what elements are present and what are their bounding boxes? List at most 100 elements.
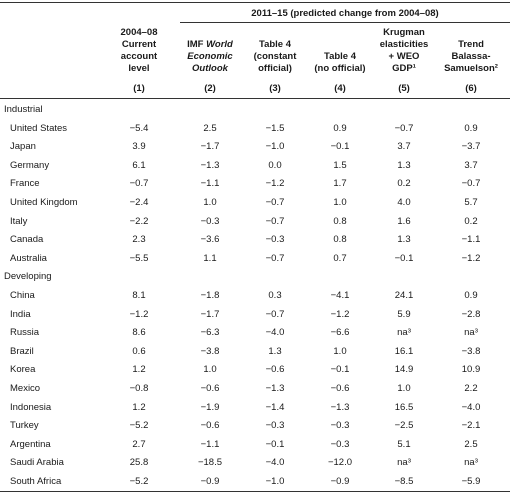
table-cell: −1.0 — [265, 141, 285, 153]
table-cell: −0.3 — [330, 438, 350, 450]
table-cell: 0.6 — [132, 345, 146, 357]
table-cell: −1.3 — [265, 383, 285, 394]
row-country: China — [10, 290, 35, 301]
table-cell: −0.7 — [265, 252, 285, 264]
table-cell: −0.7 — [129, 178, 149, 190]
column-header-line: official) — [258, 63, 292, 74]
table-cell: −3.8 — [200, 345, 220, 357]
column-header-line: Table 4 — [258, 39, 292, 50]
table-cell: −5.2 — [129, 420, 149, 432]
table-cell: −0.6 — [265, 364, 285, 376]
table-cell: −1.2 — [461, 252, 481, 264]
column-header-line: IMF World — [187, 39, 233, 50]
column-header-line: GDP¹ — [392, 63, 416, 74]
table-cell: −1.3 — [200, 159, 220, 171]
table-cell: 2.7 — [132, 438, 146, 450]
row-country: United Kingdom — [10, 197, 78, 208]
table-cell: 1.0 — [333, 197, 347, 208]
section-label: Industrial — [4, 104, 43, 115]
table-cell: −0.1 — [330, 364, 350, 376]
row-country: Australia — [10, 252, 47, 264]
table-cell: −0.6 — [330, 383, 350, 394]
table-cell: 1.6 — [397, 215, 411, 227]
column-number: (3) — [269, 83, 281, 94]
table-cell: −1.2 — [330, 308, 350, 320]
table-cell: −1.2 — [265, 178, 285, 190]
table-cell: −0.3 — [200, 215, 220, 227]
table-cell: 0.8 — [333, 234, 347, 246]
table-cell: −0.8 — [129, 383, 149, 394]
column-header-line: Balassa- — [451, 51, 491, 62]
table-cell: −0.6 — [200, 383, 220, 394]
table-cell: −2.5 — [394, 420, 414, 432]
row-country: Turkey — [10, 420, 39, 432]
table-cell: −0.6 — [200, 420, 220, 432]
table-cell: −12.0 — [327, 457, 353, 469]
table-cell: 1.2 — [132, 364, 146, 376]
row-country: France — [10, 178, 40, 190]
table-cell: −3.6 — [200, 234, 220, 246]
column-number: (5) — [398, 83, 410, 94]
table-cell: −6.6 — [330, 327, 350, 339]
column-number: (2) — [204, 83, 216, 94]
table-cell: −0.9 — [330, 476, 350, 487]
table-cell: 2.5 — [464, 438, 478, 450]
row-country: Brazil — [10, 345, 34, 357]
column-header-line: account — [120, 51, 158, 62]
table-cell: 5.1 — [397, 438, 411, 450]
table-cell: −1.1 — [200, 178, 220, 190]
table-cell: −2.4 — [129, 197, 149, 208]
table-cell: −1.3 — [330, 401, 350, 413]
table-cell: −3.7 — [461, 141, 481, 153]
span-underline — [180, 22, 510, 23]
table-cell: 1.3 — [397, 234, 411, 246]
table-cell: −0.3 — [265, 420, 285, 432]
column-header-line: Trend — [458, 39, 484, 50]
table-cell: −4.0 — [461, 401, 481, 413]
table-cell: −1.7 — [200, 141, 220, 153]
row-country: Russia — [10, 327, 40, 339]
column-header-line: Outlook — [192, 63, 228, 74]
top-rule — [0, 2, 510, 3]
table-cell: −3.8 — [461, 345, 481, 357]
column-header-line: level — [128, 63, 150, 74]
table-cell: −1.8 — [200, 290, 220, 301]
table-cell: −2.1 — [461, 420, 481, 432]
table-cell: −0.7 — [265, 308, 285, 320]
table-cell: −6.3 — [200, 327, 220, 339]
row-country: Argentina — [10, 438, 51, 450]
header-bottom-rule — [0, 98, 510, 99]
row-country: Mexico — [10, 383, 41, 394]
table-cell: 1.3 — [397, 159, 411, 171]
table-cell: 16.1 — [394, 345, 414, 357]
table-cell: na³ — [464, 327, 478, 339]
table-cell: −2.2 — [129, 215, 149, 227]
table-cell: 25.8 — [129, 457, 149, 469]
row-country: Japan — [10, 141, 36, 153]
table-cell: 1.3 — [268, 345, 282, 357]
table-cell: −1.2 — [129, 308, 149, 320]
table-cell: −1.1 — [200, 438, 220, 450]
table-cell: 0.9 — [464, 122, 478, 134]
span-title: 2011–15 (predicted change from 2004–08) — [251, 8, 439, 19]
table-cell: −0.1 — [330, 141, 350, 153]
column-header-line: (constant — [253, 51, 297, 62]
table-cell: −1.4 — [265, 401, 285, 413]
row-country: Indonesia — [10, 401, 52, 413]
table-cell: −8.5 — [394, 476, 414, 487]
table-cell: −5.4 — [129, 122, 149, 134]
table-cell: 5.7 — [464, 197, 478, 208]
table-cell: 24.1 — [394, 290, 414, 301]
table-cell: −1.9 — [200, 401, 220, 413]
table-cell: 3.7 — [397, 141, 411, 153]
table-cell: −1.1 — [461, 234, 481, 246]
row-country: South Africa — [10, 476, 62, 487]
table-cell: 1.7 — [333, 178, 347, 190]
table-cell: −0.3 — [330, 420, 350, 432]
column-header-line: + WEO — [388, 51, 420, 62]
row-country: Italy — [10, 215, 28, 227]
row-country: Korea — [10, 364, 36, 376]
table-cell: 10.9 — [461, 364, 481, 376]
table-cell: 0.7 — [333, 252, 347, 264]
